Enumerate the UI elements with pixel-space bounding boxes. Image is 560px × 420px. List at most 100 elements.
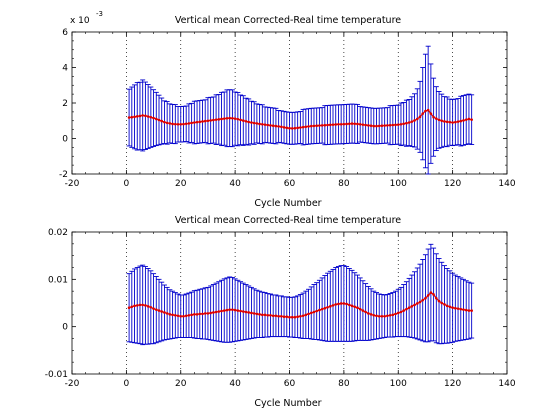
- mean-point: [201, 312, 204, 316]
- mean-point: [163, 311, 166, 314]
- x-tick-label: 120: [444, 179, 461, 189]
- mean-point: [209, 311, 212, 315]
- mean-point: [323, 306, 327, 310]
- mean-point: [443, 120, 446, 123]
- mean-point: [432, 115, 435, 119]
- mean-point: [146, 115, 150, 118]
- y-tick-label: 4: [62, 64, 68, 74]
- mean-point: [247, 311, 251, 314]
- mean-point: [358, 123, 362, 126]
- mean-point: [274, 314, 278, 318]
- x-tick-label: 40: [229, 379, 241, 389]
- mean-point: [337, 302, 340, 306]
- mean-point: [165, 121, 169, 125]
- mean-point: [214, 310, 218, 314]
- mean-point: [307, 125, 310, 128]
- mean-point: [350, 122, 354, 125]
- x-tick-label: 0: [124, 379, 130, 389]
- mean-point: [454, 120, 457, 124]
- mean-point: [391, 123, 395, 127]
- mean-point: [345, 122, 348, 126]
- mean-point: [165, 312, 169, 315]
- x-tick-label: 140: [498, 379, 515, 389]
- mean-point: [451, 306, 454, 310]
- mean-point: [337, 123, 340, 126]
- mean-point: [195, 120, 199, 124]
- mean-point: [445, 304, 449, 308]
- mean-point: [318, 124, 321, 127]
- mean-point: [386, 124, 389, 127]
- mean-point: [187, 314, 191, 317]
- mean-point: [448, 305, 452, 309]
- mean-point: [456, 120, 460, 123]
- mean-point: [168, 122, 172, 125]
- mean-point: [277, 125, 280, 128]
- mean-point: [413, 303, 416, 307]
- mean-point: [160, 310, 164, 313]
- x-tick-label: 80: [338, 179, 350, 189]
- mean-point: [304, 125, 308, 129]
- mean-point: [247, 120, 251, 124]
- mean-point: [146, 305, 150, 308]
- mean-point: [274, 124, 278, 128]
- mean-point: [290, 315, 294, 319]
- mean-points: [127, 291, 473, 319]
- mean-point: [407, 306, 411, 310]
- mean-point: [454, 306, 457, 310]
- x-tick-label: 60: [284, 379, 296, 389]
- mean-point: [144, 114, 147, 118]
- mean-point: [241, 119, 245, 122]
- mean-point: [271, 124, 275, 128]
- mean-point: [380, 314, 384, 318]
- mean-point: [426, 294, 430, 297]
- mean-point: [328, 305, 332, 308]
- mean-point: [212, 118, 215, 122]
- mean-point: [361, 123, 365, 126]
- y-tick-label: 0: [62, 135, 68, 145]
- mean-point: [361, 309, 365, 312]
- mean-point: [258, 313, 261, 316]
- mean-point: [299, 314, 302, 318]
- mean-point: [176, 123, 180, 126]
- mean-point: [367, 312, 370, 315]
- mean-point: [342, 302, 346, 305]
- mean-point: [402, 309, 405, 312]
- mean-point: [144, 304, 147, 307]
- mean-point: [174, 122, 177, 126]
- mean-point: [231, 308, 234, 311]
- chart-top: Vertical mean Corrected-Real time temper…: [59, 10, 516, 209]
- y-tick-label: 0.01: [48, 275, 68, 285]
- mean-point: [285, 126, 289, 130]
- mean-point: [266, 314, 270, 317]
- mean-point: [369, 313, 373, 316]
- x-tick-label: 80: [338, 379, 350, 389]
- mean-point: [280, 125, 283, 129]
- mean-point: [437, 118, 441, 122]
- mean-point: [244, 310, 248, 314]
- mean-point: [157, 309, 161, 312]
- mean-point: [437, 299, 441, 303]
- mean-point: [152, 307, 155, 310]
- mean-point: [358, 307, 362, 311]
- mean-point: [339, 123, 343, 126]
- mean-point: [241, 310, 245, 313]
- mean-point: [356, 122, 359, 126]
- mean-point: [193, 121, 196, 124]
- mean-point: [440, 301, 444, 305]
- mean-point: [388, 314, 392, 317]
- mean-point: [331, 304, 335, 307]
- mean-point: [296, 315, 299, 319]
- mean-point: [315, 124, 318, 128]
- mean-point: [263, 313, 267, 317]
- mean-point: [293, 126, 297, 130]
- mean-point: [176, 314, 180, 318]
- mean-point: [293, 315, 297, 319]
- mean-point: [299, 126, 302, 129]
- mean-point: [448, 120, 452, 124]
- mean-point: [138, 303, 142, 307]
- mean-point: [206, 119, 210, 123]
- mean-point: [182, 314, 185, 318]
- mean-point: [445, 120, 449, 124]
- mean-point: [285, 315, 289, 319]
- mean-point: [375, 124, 378, 128]
